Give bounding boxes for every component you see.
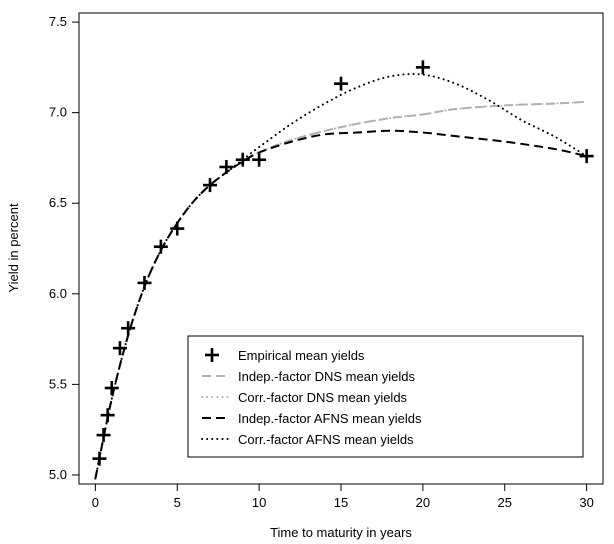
empirical-point	[334, 76, 348, 91]
legend-entry: Corr.-factor AFNS mean yields	[201, 432, 414, 447]
legend-label: Empirical mean yields	[238, 348, 365, 363]
legend-box	[187, 335, 584, 458]
y-tick-label: 6.0	[49, 286, 67, 301]
y-tick-label: 5.5	[49, 376, 67, 391]
legend-label: Indep.-factor DNS mean yields	[238, 369, 416, 384]
empirical-point	[100, 408, 115, 423]
empirical-point	[112, 341, 127, 356]
legend-label: Corr.-factor DNS mean yields	[238, 390, 408, 405]
empirical-point	[219, 159, 234, 174]
x-tick-label: 15	[334, 495, 348, 510]
x-tick-label: 10	[252, 495, 266, 510]
legend-entry: Indep.-factor AFNS mean yields	[202, 411, 422, 426]
empirical-point	[203, 178, 217, 193]
empirical-point	[415, 60, 430, 75]
x-axis-label: Time to maturity in years	[270, 525, 412, 540]
y-axis: 5.0 5.5 6.0 6.5 7.0 7.5	[49, 14, 79, 482]
y-axis-label: Yield in percent	[6, 203, 21, 293]
legend: Empirical mean yields Indep.-factor DNS m…	[187, 335, 584, 458]
empirical-point	[170, 221, 185, 236]
empirical-point	[252, 152, 267, 167]
empirical-point	[153, 239, 168, 254]
y-tick-label: 7.0	[49, 105, 67, 120]
x-tick-label: 25	[498, 495, 512, 510]
empirical-point	[579, 149, 594, 164]
y-tick-label: 5.0	[49, 467, 67, 482]
legend-entry: Corr.-factor DNS mean yields	[201, 390, 408, 405]
empirical-point	[137, 275, 152, 290]
legend-label: Corr.-factor AFNS mean yields	[238, 432, 414, 447]
empirical-point	[92, 451, 107, 466]
legend-entry: Indep.-factor DNS mean yields	[202, 369, 416, 384]
empirical-point	[104, 380, 119, 395]
empirical-markers	[92, 60, 594, 466]
x-tick-label: 30	[579, 495, 593, 510]
x-tick-label: 0	[92, 495, 99, 510]
legend-entry: Empirical mean yields	[205, 348, 365, 363]
y-tick-label: 6.5	[49, 195, 67, 210]
empirical-point	[96, 428, 111, 443]
y-tick-label: 7.5	[49, 14, 67, 29]
empirical-point	[121, 321, 136, 336]
empirical-point	[235, 152, 250, 167]
x-tick-label: 5	[174, 495, 181, 510]
x-tick-label: 20	[416, 495, 430, 510]
legend-label: Indep.-factor AFNS mean yields	[238, 411, 422, 426]
x-axis: 0 5 10 15 20 25 30	[92, 484, 594, 510]
